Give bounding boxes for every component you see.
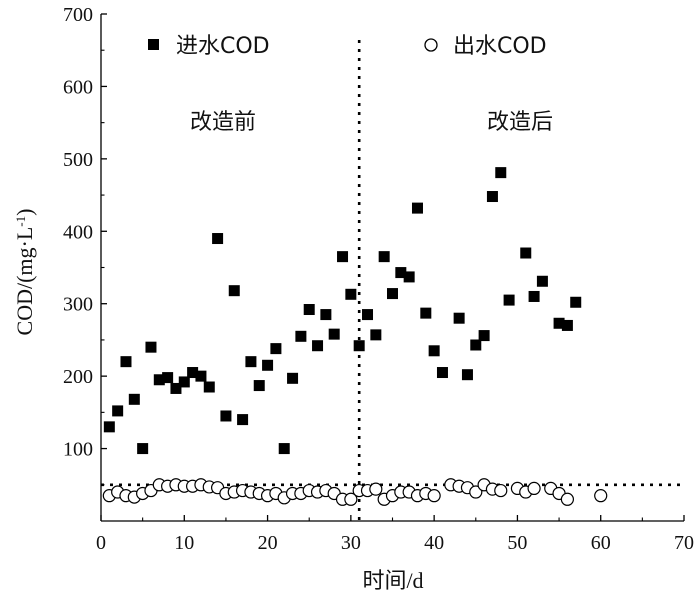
- influent-cod-point: [461, 369, 473, 381]
- influent-cod-point: [128, 393, 140, 405]
- influent-cod-point: [570, 296, 582, 308]
- effluent-cod-point: [527, 481, 541, 496]
- influent-cod-point: [470, 339, 482, 351]
- influent-cod-point: [495, 167, 507, 179]
- influent-cod-point: [395, 267, 407, 279]
- influent-cod-point: [428, 345, 440, 357]
- influent-cod-point: [112, 405, 124, 417]
- influent-cod-point: [436, 367, 448, 379]
- influent-cod-point: [478, 330, 490, 342]
- x-tick-label: 50: [507, 532, 527, 554]
- influent-cod-point: [195, 370, 207, 382]
- influent-cod-point: [387, 288, 398, 300]
- influent-cod-point: [553, 317, 565, 329]
- series-influent-cod: [103, 167, 582, 455]
- influent-cod-point: [411, 202, 423, 214]
- y-tick-label: 500: [63, 149, 93, 171]
- y-axis-title-sup: -1: [13, 216, 28, 227]
- influent-cod-point: [178, 376, 190, 388]
- x-axis-title: 时间/d: [362, 568, 423, 593]
- y-tick-label: 100: [63, 439, 93, 461]
- influent-cod-point: [320, 309, 332, 321]
- effluent-cod-point: [369, 482, 383, 496]
- effluent-cod-point: [427, 489, 441, 503]
- influent-cod-point: [187, 367, 199, 379]
- y-axis-title-main: COD/(mg·L: [12, 227, 37, 336]
- influent-cod-point: [337, 251, 349, 263]
- y-tick-label: 600: [63, 76, 93, 98]
- influent-cod-point: [378, 251, 390, 263]
- y-tick-label: 300: [63, 294, 93, 316]
- y-axis-title-close: ): [12, 209, 37, 216]
- influent-cod-point: [220, 410, 232, 422]
- effluent-cod-point: [594, 489, 608, 503]
- effluent-cod-point: [344, 492, 358, 506]
- influent-cod-point: [353, 340, 365, 352]
- influent-cod-point: [137, 443, 149, 455]
- x-tick-label: 0: [96, 532, 106, 554]
- legend: 进水COD 出水COD: [148, 34, 547, 59]
- influent-cod-point: [303, 304, 315, 316]
- influent-cod-point: [103, 421, 115, 433]
- influent-cod-point: [270, 343, 282, 355]
- influent-cod-point: [536, 275, 548, 287]
- effluent-cod-point: [469, 485, 483, 499]
- x-tick-label: 60: [591, 532, 611, 554]
- y-tick-label: 200: [63, 366, 93, 388]
- data-points: [102, 167, 608, 506]
- influent-cod-point: [245, 356, 257, 368]
- x-tick-label: 20: [258, 532, 278, 554]
- x-tick-label: 10: [174, 532, 194, 554]
- series-effluent-cod: [102, 478, 608, 506]
- influent-cod-point: [203, 381, 215, 393]
- influent-cod-point: [212, 233, 224, 245]
- y-tick-label: 400: [63, 221, 93, 243]
- influent-cod-point: [403, 271, 415, 283]
- influent-cod-point: [253, 380, 265, 392]
- influent-cod-point: [503, 294, 515, 306]
- influent-cod-point: [287, 372, 299, 384]
- x-tick-label: 30: [341, 532, 361, 554]
- influent-cod-point: [237, 414, 249, 426]
- influent-cod-point: [362, 309, 374, 321]
- influent-cod-point: [561, 319, 573, 331]
- influent-cod-point: [295, 330, 307, 342]
- influent-cod-point: [170, 382, 182, 394]
- annotation-before: 改造前: [190, 110, 256, 135]
- y-tick-label: 700: [63, 4, 93, 26]
- influent-cod-point: [153, 374, 165, 386]
- y-axis-title: COD/(mg·L-1): [12, 209, 37, 336]
- influent-cod-point: [262, 359, 274, 371]
- legend-label-influent: 进水COD: [176, 34, 270, 59]
- axes: 0 10 20 30 40 50 60 70 100 200 300 400 500 600 700: [63, 4, 694, 554]
- influent-cod-point: [162, 372, 174, 384]
- influent-cod-point: [145, 341, 157, 353]
- influent-cod-point: [420, 307, 432, 319]
- influent-cod-point: [453, 312, 465, 324]
- x-tick-label: 70: [674, 532, 694, 554]
- influent-cod-point: [528, 290, 540, 302]
- legend-marker-influent: [148, 39, 159, 50]
- influent-cod-point: [278, 443, 290, 455]
- effluent-cod-point: [560, 492, 575, 506]
- influent-cod-point: [486, 191, 498, 203]
- influent-cod-point: [228, 285, 240, 297]
- annotation-after: 改造后: [487, 110, 553, 135]
- legend-label-effluent: 出水COD: [453, 34, 547, 59]
- influent-cod-point: [120, 356, 132, 368]
- influent-cod-point: [328, 328, 340, 340]
- influent-cod-point: [520, 247, 532, 259]
- x-tick-label: 40: [424, 532, 444, 554]
- influent-cod-point: [312, 340, 324, 352]
- influent-cod-point: [345, 288, 357, 300]
- legend-marker-effluent: [424, 38, 438, 52]
- influent-cod-point: [370, 329, 382, 341]
- effluent-cod-point: [494, 483, 508, 498]
- reference-lines: [101, 40, 684, 521]
